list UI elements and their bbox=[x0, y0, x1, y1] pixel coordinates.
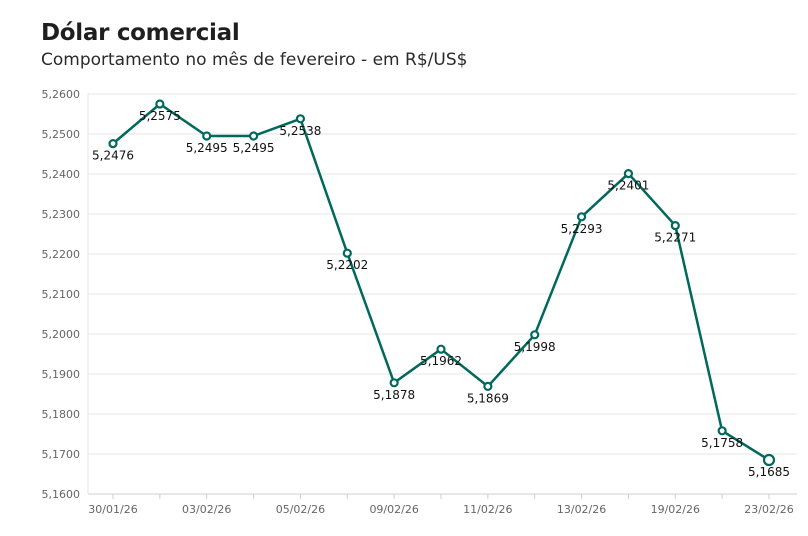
chart-subtitle: Comportamento no mês de fevereiro - em R… bbox=[41, 50, 468, 70]
y-tick-label: 5,1900 bbox=[42, 368, 81, 381]
data-label: 5,1962 bbox=[420, 354, 462, 368]
y-tick-label: 5,2600 bbox=[42, 88, 81, 101]
y-tick-label: 5,2500 bbox=[42, 128, 81, 141]
data-label: 5,2495 bbox=[233, 141, 275, 155]
data-point[interactable] bbox=[530, 330, 540, 340]
data-point[interactable] bbox=[762, 453, 776, 467]
y-tick-labels: 5,1600 5,1700 5,1800 5,1900 5,2000 5,2100 5,22… bbox=[42, 88, 81, 501]
data-label: 5,2293 bbox=[561, 222, 603, 236]
data-point[interactable] bbox=[342, 248, 352, 258]
y-tick-label: 5,2100 bbox=[42, 288, 81, 301]
data-point[interactable] bbox=[623, 169, 634, 179]
data-point[interactable] bbox=[717, 426, 727, 436]
data-label: 5,1758 bbox=[701, 436, 743, 450]
data-label: 5,2575 bbox=[139, 109, 181, 123]
y-tick-label: 5,1600 bbox=[42, 488, 81, 501]
x-tick-label: 05/02/26 bbox=[276, 503, 325, 516]
data-label: 5,2476 bbox=[92, 149, 134, 163]
data-label: 5,1998 bbox=[514, 340, 556, 354]
x-tick-label: 23/02/26 bbox=[744, 503, 793, 516]
chart-title: Dólar comercial bbox=[41, 20, 240, 46]
data-points bbox=[108, 99, 776, 467]
x-tick-label: 03/02/26 bbox=[182, 503, 231, 516]
data-label: 5,2401 bbox=[607, 179, 649, 193]
data-label: 5,2538 bbox=[279, 124, 321, 138]
data-point[interactable] bbox=[483, 381, 493, 391]
y-tick-label: 5,2300 bbox=[42, 208, 81, 221]
x-tick-label: 30/01/26 bbox=[88, 503, 137, 516]
data-point[interactable] bbox=[295, 114, 306, 124]
data-labels: 5,2476 5,2575 5,2495 5,2495 5,2538 5,2202 5,18… bbox=[92, 109, 790, 479]
data-point[interactable] bbox=[670, 221, 680, 231]
series-path bbox=[112, 102, 770, 462]
data-point[interactable] bbox=[389, 378, 399, 388]
data-point[interactable] bbox=[108, 139, 118, 149]
data-point[interactable] bbox=[248, 131, 259, 141]
data-label: 5,1869 bbox=[467, 391, 509, 405]
y-tick-label: 5,1700 bbox=[42, 448, 81, 461]
y-tick-label: 5,2400 bbox=[42, 168, 81, 181]
data-point[interactable] bbox=[576, 212, 587, 222]
data-label: 5,1878 bbox=[373, 388, 415, 402]
x-tick-label: 09/02/26 bbox=[369, 503, 418, 516]
data-label: 5,1685 bbox=[748, 465, 790, 479]
x-tick-label: 19/02/26 bbox=[651, 503, 700, 516]
series-line bbox=[112, 102, 770, 462]
data-label: 5,2495 bbox=[186, 141, 228, 155]
axes bbox=[87, 94, 797, 495]
y-tick-label: 5,2200 bbox=[42, 248, 81, 261]
data-point[interactable] bbox=[202, 131, 212, 141]
x-tick-labels: 30/01/26 03/02/26 05/02/26 09/02/26 11/02/26… bbox=[88, 494, 794, 516]
data-point[interactable] bbox=[155, 99, 165, 109]
y-tick-label: 5,1800 bbox=[42, 408, 81, 421]
x-tick-label: 13/02/26 bbox=[557, 503, 606, 516]
data-label: 5,2271 bbox=[654, 231, 696, 245]
x-tick-label: 11/02/26 bbox=[463, 503, 512, 516]
data-label: 5,2202 bbox=[326, 258, 368, 272]
data-point[interactable] bbox=[436, 344, 446, 354]
y-tick-label: 5,2000 bbox=[42, 328, 81, 341]
